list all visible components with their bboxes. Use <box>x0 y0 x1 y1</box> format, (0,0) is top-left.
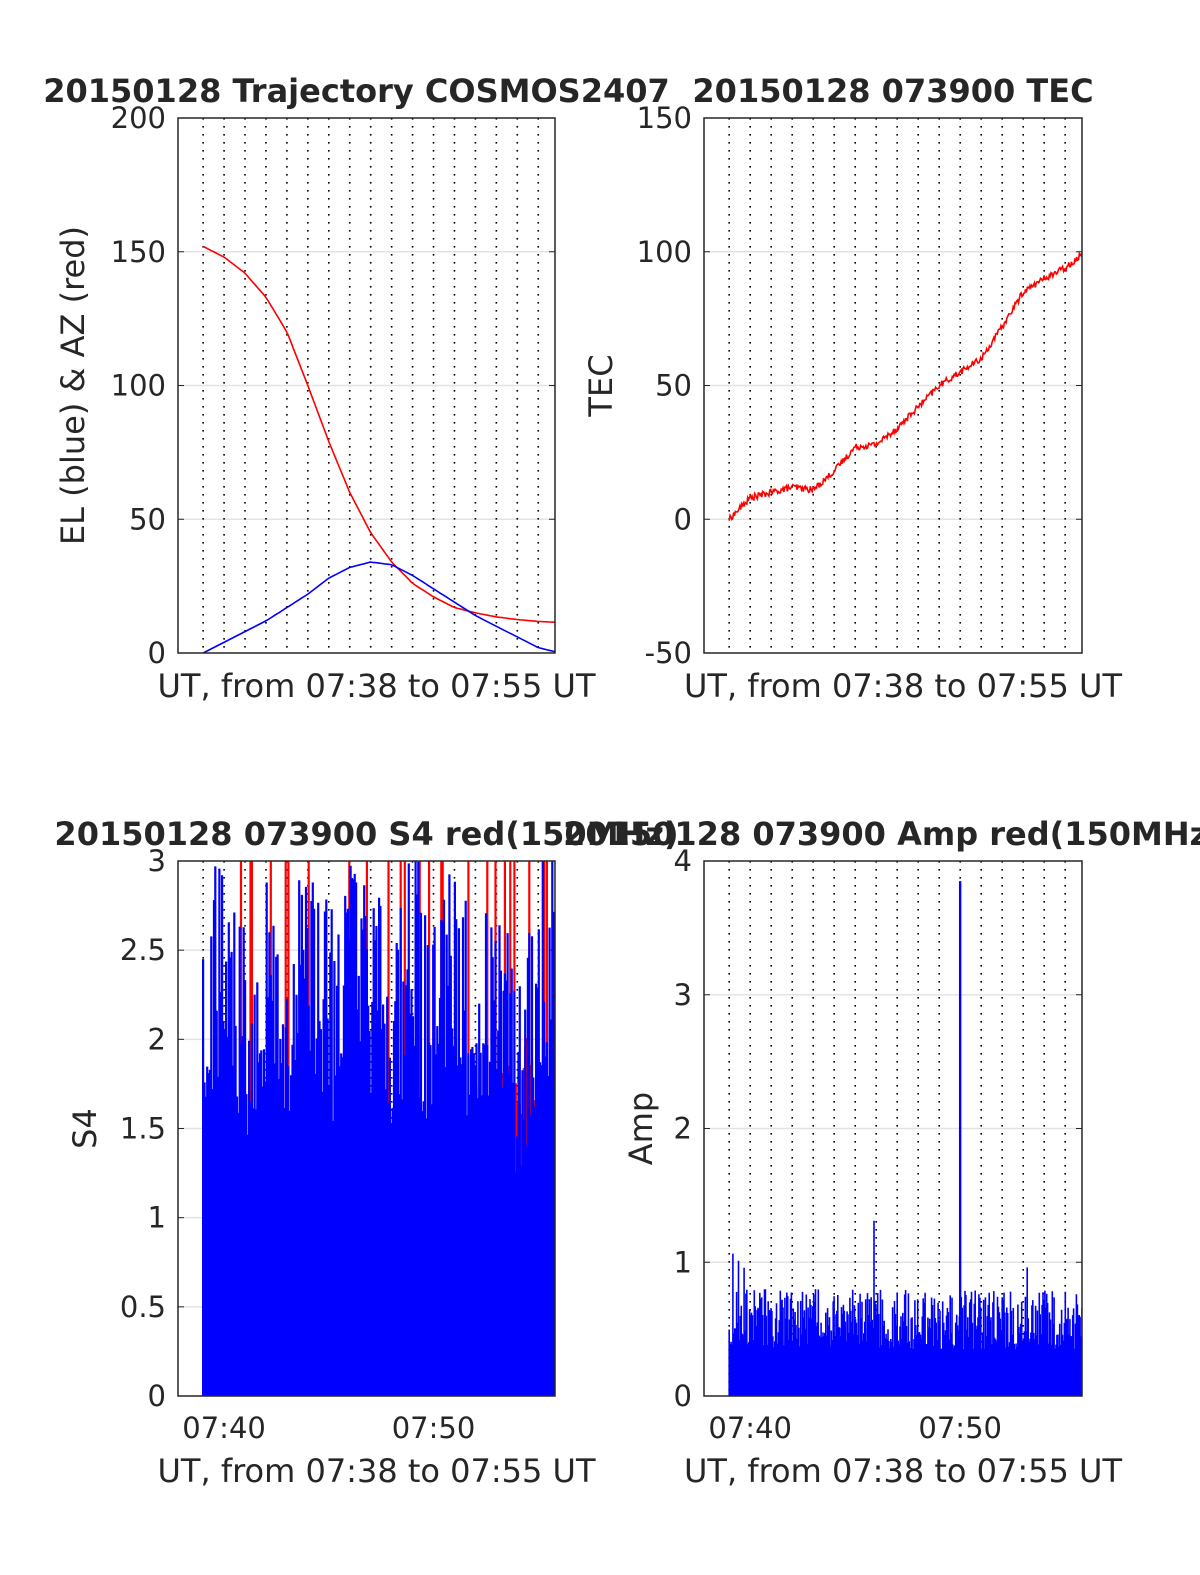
y-tick-label: 50 <box>655 369 692 403</box>
y-tick-label: 0.5 <box>120 1290 166 1324</box>
series-line-0 <box>728 250 1082 521</box>
y-tick-label: 2.5 <box>120 933 166 967</box>
y-tick-label: 3 <box>674 978 692 1012</box>
chart-s4: 0 0.5 1 1.5 2 2.5 3 07:40 07:50 UT, from 07:38 to… <box>54 815 678 1490</box>
y-axis-label: S4 <box>66 1108 104 1149</box>
x-axis-label: UT, from 07:38 to 07:55 UT <box>158 667 596 705</box>
x-axis-label: UT, from 07:38 to 07:55 UT <box>684 667 1122 705</box>
chart-trajectory: 0 50 100 150 200 UT, from 07:38 to 07:55 UT EL… <box>43 72 670 705</box>
x-axis-label: UT, from 07:38 to 07:55 UT <box>684 1452 1122 1490</box>
x-tick-label: 07:40 <box>708 1411 792 1445</box>
chart-title: 20150128 073900 Amp red(150MHz) <box>563 815 1200 853</box>
axes-frame <box>703 860 1083 1397</box>
y-tick-label: 150 <box>637 101 692 135</box>
chart-amp: 0 1 2 3 4 07:40 07:50 UT, from 07:38 to 07:55 U… <box>563 815 1200 1490</box>
x-axis-label: UT, from 07:38 to 07:55 UT <box>158 1452 596 1490</box>
x-tick-label: 07:50 <box>918 1411 1002 1445</box>
series-bars-0 <box>728 1220 1082 1396</box>
y-tick-label: 150 <box>111 235 166 269</box>
y-axis-label: TEC <box>582 354 620 417</box>
axes-frame <box>703 117 1083 654</box>
chart-title: 20150128 073900 TEC <box>692 72 1093 110</box>
y-tick-label: 0 <box>148 636 166 670</box>
y-axis-label: EL (blue) & AZ (red) <box>54 226 92 545</box>
y-tick-label: -50 <box>645 636 692 670</box>
series-line-1 <box>202 561 555 653</box>
chart-title: 20150128 073900 S4 red(150MHz) <box>54 815 678 853</box>
axes-frame <box>177 860 556 1397</box>
y-tick-label: 0 <box>148 1379 166 1413</box>
y-tick-label: 1 <box>674 1245 692 1279</box>
y-tick-label: 4 <box>674 844 692 878</box>
x-tick-label: 07:40 <box>182 1411 266 1445</box>
y-tick-label: 1.5 <box>120 1112 166 1146</box>
x-tick-label: 07:50 <box>392 1411 476 1445</box>
plot-data <box>728 250 1082 521</box>
series-line-0 <box>202 245 555 623</box>
y-tick-label: 200 <box>111 101 166 135</box>
y-tick-label: 50 <box>129 502 166 536</box>
y-tick-label: 2 <box>148 1022 166 1056</box>
plot-data <box>202 861 555 1396</box>
y-tick-label: 0 <box>674 502 692 536</box>
plot-data <box>728 881 1082 1396</box>
y-tick-label: 100 <box>637 235 692 269</box>
y-tick-label: 0 <box>674 1379 692 1413</box>
y-tick-label: 100 <box>111 369 166 403</box>
plot-data <box>202 245 555 653</box>
y-tick-label: 3 <box>148 844 166 878</box>
y-tick-label: 2 <box>674 1112 692 1146</box>
y-tick-label: 1 <box>148 1201 166 1235</box>
series-bars-1 <box>202 861 555 1396</box>
chart-tec: -50 0 50 100 150 UT, from 07:38 to 07:55 UT TE… <box>582 72 1122 705</box>
axes-frame <box>177 117 556 654</box>
y-axis-label: Amp <box>622 1092 660 1165</box>
chart-title: 20150128 Trajectory COSMOS2407 <box>43 72 670 110</box>
